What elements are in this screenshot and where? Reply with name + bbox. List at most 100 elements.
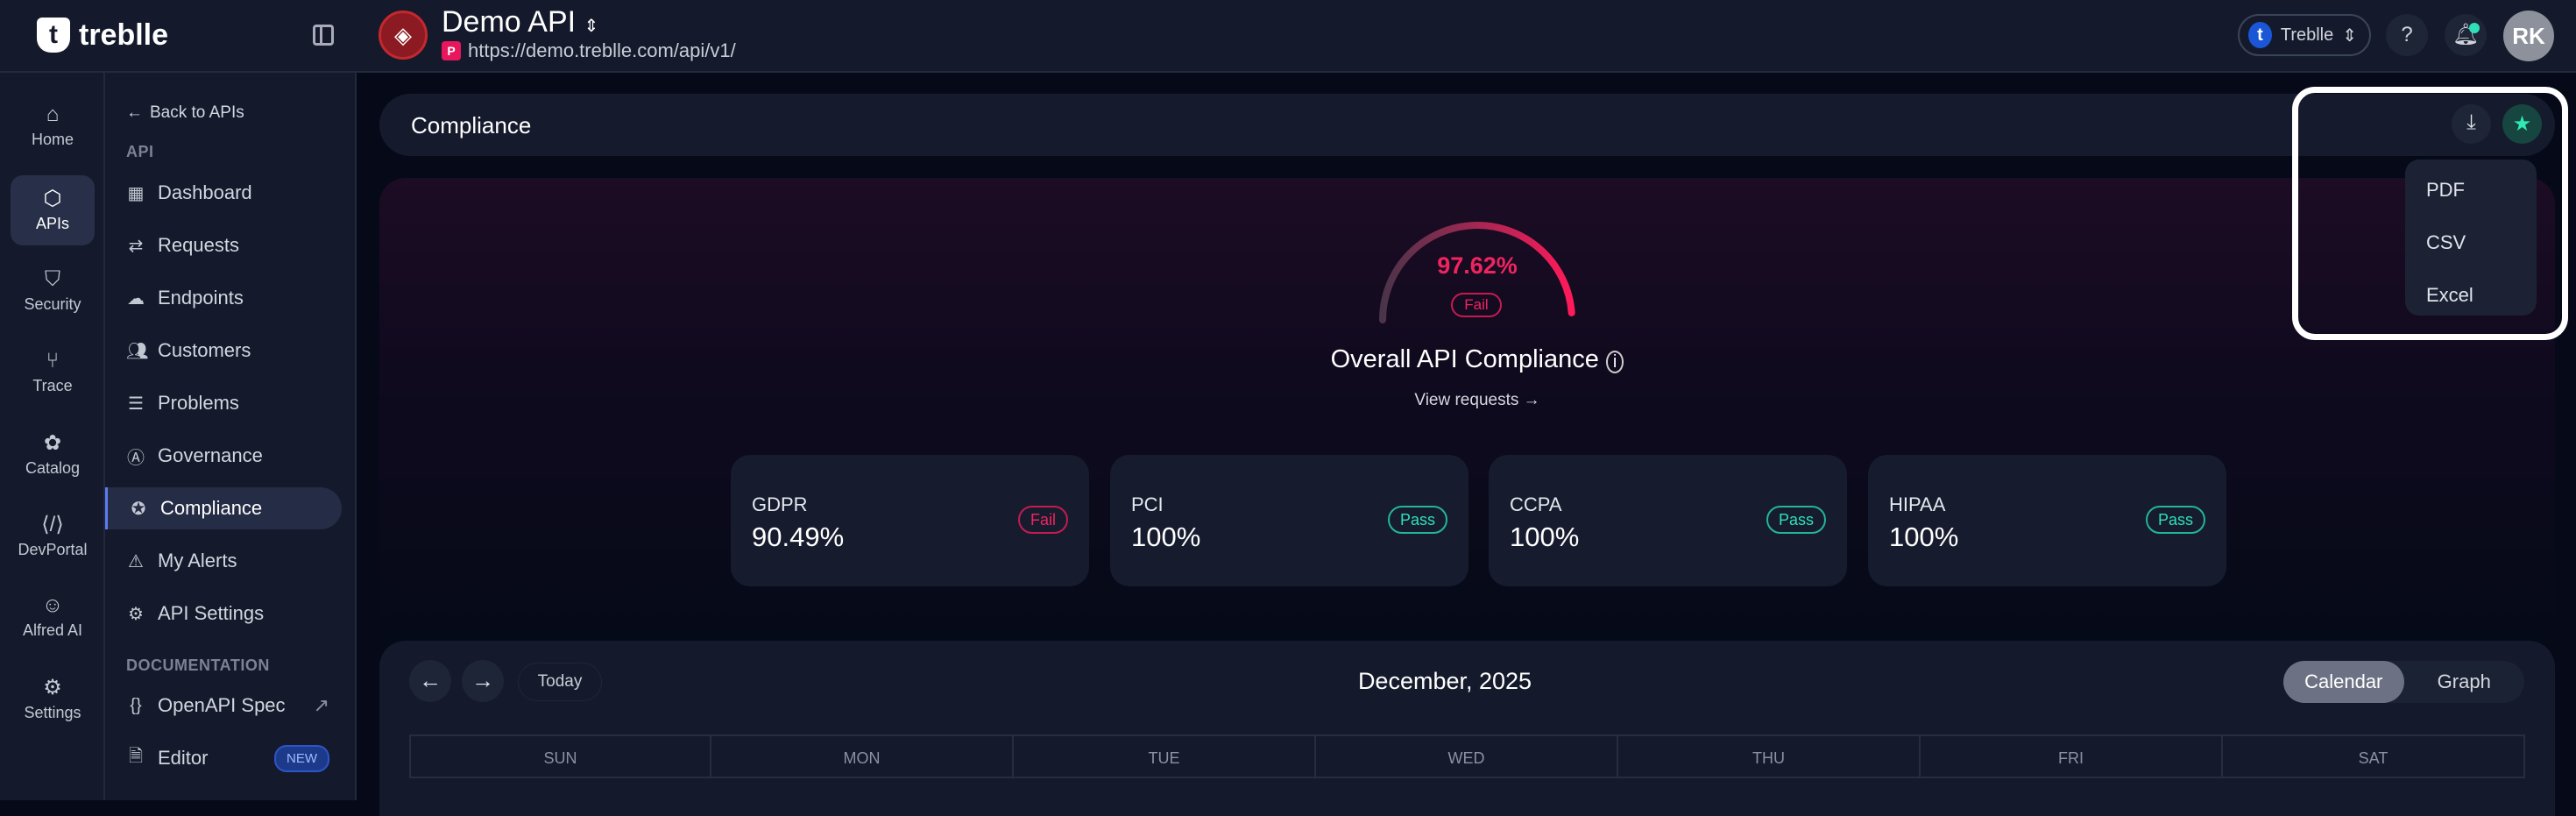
rail-label: APIs xyxy=(35,215,69,232)
braces-icon: {} xyxy=(130,695,142,715)
standard-name: GDPR xyxy=(752,493,808,515)
sidebar-item-customers[interactable]: 👥︎ Customers xyxy=(105,330,342,372)
day-header: SAT xyxy=(2223,734,2525,778)
export-csv[interactable]: CSV xyxy=(2426,231,2466,253)
rail-apis[interactable]: ⬡ APIs xyxy=(11,175,95,245)
graph-view-tab[interactable]: Graph xyxy=(2437,671,2491,692)
page-title: Compliance xyxy=(411,112,532,138)
standard-card-ccpa[interactable]: CCPA 100% Pass xyxy=(1489,455,1847,586)
sidebar-item-problems[interactable]: ☰ Problems xyxy=(105,382,342,424)
gear-icon: ⚙ xyxy=(128,604,144,624)
rail-label: Settings xyxy=(24,704,81,721)
sidebar-item-openapi[interactable]: {} OpenAPI Spec ↗ xyxy=(105,685,342,727)
org-switcher[interactable]: t Treblle ⇕ xyxy=(2238,14,2371,56)
view-requests-link[interactable]: View requests → xyxy=(1414,391,1540,409)
info-icon[interactable]: i xyxy=(1605,351,1624,373)
item-label: Endpoints xyxy=(158,287,244,309)
sidebar-item-dashboard[interactable]: ▦ Dashboard xyxy=(105,172,342,214)
item-label: OpenAPI Spec xyxy=(158,694,286,716)
external-link-icon: ↗ xyxy=(313,694,329,716)
item-label: Governance xyxy=(158,444,263,466)
item-label: Dashboard xyxy=(158,181,252,203)
standard-card-hipaa[interactable]: HIPAA 100% Pass xyxy=(1868,455,2226,586)
rail-label: Trace xyxy=(32,377,73,394)
calendar-panel xyxy=(379,641,2555,816)
download-button[interactable]: ⤓ xyxy=(2452,104,2491,144)
api-avatar-icon: ◈ xyxy=(379,11,428,60)
export-pdf[interactable]: PDF xyxy=(2426,179,2465,201)
calendar-view-tab[interactable]: Calendar xyxy=(2283,661,2404,703)
org-logo-icon: t xyxy=(2248,22,2272,48)
overall-title: Overall API Compliance i xyxy=(1302,345,1652,374)
gauge-arc xyxy=(1379,222,1575,323)
status-badge: Pass xyxy=(1387,506,1447,534)
rail-label: DevPortal xyxy=(18,541,88,558)
arrow-left-icon: ← xyxy=(126,103,143,122)
standard-card-gdpr[interactable]: GDPR 90.49% Fail xyxy=(731,455,1089,586)
help-button[interactable]: ? xyxy=(2386,14,2428,56)
user-avatar[interactable]: RK xyxy=(2503,11,2554,61)
item-label: Compliance xyxy=(160,497,263,519)
standard-value: 100% xyxy=(1131,522,1201,552)
standard-value: 100% xyxy=(1889,522,1959,552)
item-label: API Settings xyxy=(158,602,265,624)
sidebar-item-api-settings[interactable]: ⚙ API Settings xyxy=(105,592,342,635)
sidebar-item-requests[interactable]: ⇄ Requests xyxy=(105,224,342,266)
day-header: THU xyxy=(1618,734,1921,778)
git-icon: ⑂ xyxy=(46,349,60,373)
new-badge: NEW xyxy=(274,744,329,772)
sidebar-item-governance[interactable]: Ⓐ Governance xyxy=(105,435,342,477)
standard-card-pci[interactable]: PCI 100% Pass xyxy=(1110,455,1468,586)
notifications-button[interactable]: 🔔︎ xyxy=(2445,14,2487,56)
sidebar-item-editor[interactable]: 🗎︎ Editor NEW xyxy=(105,737,342,779)
prev-month-button[interactable]: ← xyxy=(409,660,451,702)
rail-devportal[interactable]: ⟨/⟩ DevPortal xyxy=(11,501,95,571)
file-icon: 🗎︎ xyxy=(128,747,144,766)
overall-title-text: Overall API Compliance xyxy=(1330,345,1599,373)
back-to-apis-link[interactable]: ← Back to APIs xyxy=(105,92,342,134)
cloud-icon: ☁ xyxy=(127,288,145,309)
item-label: Problems xyxy=(158,392,239,414)
updown-icon: ⇕ xyxy=(584,17,599,36)
sidebar-item-endpoints[interactable]: ☁ Endpoints xyxy=(105,277,342,319)
rail-catalog[interactable]: ✿ Catalog xyxy=(11,420,95,490)
status-badge: Pass xyxy=(1766,506,1826,534)
api-url[interactable]: https://demo.treblle.com/api/v1/ xyxy=(468,39,736,61)
rail-settings[interactable]: ⚙ Settings xyxy=(11,664,95,734)
overall-status-badge: Fail xyxy=(1451,293,1502,317)
export-excel[interactable]: Excel xyxy=(2426,284,2473,306)
rail-alfred[interactable]: ☺ Alfred AI xyxy=(11,583,95,653)
day-header: WED xyxy=(1316,734,1618,778)
api-name: Demo API xyxy=(442,5,577,39)
logo[interactable]: t treblle xyxy=(37,18,168,53)
day-header: FRI xyxy=(1921,734,2223,778)
api-switcher[interactable]: Demo API ⇕ xyxy=(442,5,598,39)
compliance-gauge xyxy=(1379,222,1575,323)
day-header: TUE xyxy=(1014,734,1316,778)
download-icon: ⤓ xyxy=(2466,110,2476,134)
rail-label: Catalog xyxy=(25,459,81,477)
item-label: My Alerts xyxy=(158,550,237,571)
updown-icon: ⇕ xyxy=(2342,25,2357,46)
sidebar-item-alerts[interactable]: ⚠ My Alerts xyxy=(105,540,342,582)
star-icon: ★ xyxy=(2512,112,2532,136)
sidebar-item-compliance[interactable]: ✪ Compliance xyxy=(105,487,342,529)
arrows-icon: ⇄ xyxy=(128,236,144,256)
back-label: Back to APIs xyxy=(150,103,244,122)
next-month-button[interactable]: → xyxy=(462,660,504,702)
overall-score: 97.62% xyxy=(1437,252,1518,279)
rail-trace[interactable]: ⑂ Trace xyxy=(11,338,95,408)
today-button[interactable]: Today xyxy=(519,663,601,700)
standard-value: 90.49% xyxy=(752,522,845,552)
rail-home[interactable]: ⌂ Home xyxy=(11,92,95,162)
favorite-button[interactable]: ★ xyxy=(2502,104,2542,144)
rail-label: Alfred AI xyxy=(22,621,83,639)
day-header: SUN xyxy=(409,734,711,778)
list-icon: ☰ xyxy=(128,394,144,414)
letter-a-icon: Ⓐ xyxy=(127,448,145,468)
rail-security[interactable]: ⛉ Security xyxy=(11,257,95,327)
users-icon: 👥︎ xyxy=(126,341,149,361)
sidebar-toggle-icon[interactable] xyxy=(313,25,334,46)
calendar-month: December, 2025 xyxy=(1357,668,1532,694)
brand-name: treblle xyxy=(79,18,169,52)
